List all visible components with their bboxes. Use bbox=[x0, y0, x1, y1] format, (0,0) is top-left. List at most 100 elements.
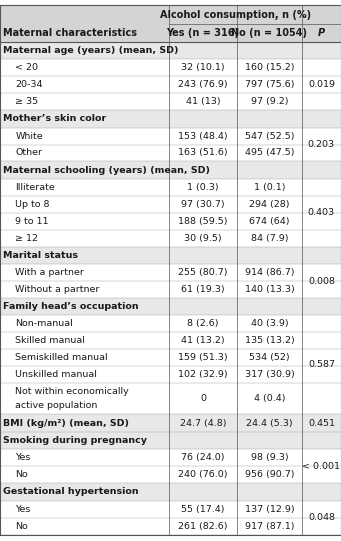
Text: 797 (75.6): 797 (75.6) bbox=[244, 80, 294, 89]
Bar bbox=[0, 349, 341, 366]
Text: 159 (51.3): 159 (51.3) bbox=[178, 353, 228, 362]
Text: Semiskilled manual: Semiskilled manual bbox=[15, 353, 108, 362]
Bar bbox=[0, 179, 341, 196]
Bar bbox=[0, 332, 341, 349]
Text: 41 (13.2): 41 (13.2) bbox=[181, 337, 225, 345]
Text: Maternal age (years) (mean, SD): Maternal age (years) (mean, SD) bbox=[3, 46, 179, 55]
Text: 8 (2.6): 8 (2.6) bbox=[187, 319, 219, 328]
Text: BMI (kg/m²) (mean, SD): BMI (kg/m²) (mean, SD) bbox=[3, 419, 130, 427]
Text: 240 (76.0): 240 (76.0) bbox=[178, 470, 228, 479]
Text: Yes: Yes bbox=[15, 453, 31, 463]
Bar bbox=[0, 76, 341, 93]
Text: active population: active population bbox=[15, 401, 98, 410]
Text: Yes: Yes bbox=[15, 505, 31, 513]
Text: 55 (17.4): 55 (17.4) bbox=[181, 505, 225, 513]
Bar bbox=[0, 298, 341, 315]
Bar bbox=[0, 196, 341, 213]
Text: White: White bbox=[15, 131, 43, 141]
Text: 61 (19.3): 61 (19.3) bbox=[181, 285, 225, 294]
Text: 914 (86.7): 914 (86.7) bbox=[244, 268, 294, 277]
Bar bbox=[0, 110, 341, 128]
Text: Unskilled manual: Unskilled manual bbox=[15, 370, 97, 379]
Text: 0.019: 0.019 bbox=[308, 80, 335, 89]
Text: Marital status: Marital status bbox=[3, 251, 78, 260]
Bar bbox=[0, 432, 341, 450]
Bar bbox=[0, 93, 341, 110]
Text: Up to 8: Up to 8 bbox=[15, 200, 50, 209]
Text: 163 (51.6): 163 (51.6) bbox=[178, 148, 228, 157]
Bar bbox=[0, 264, 341, 281]
Text: 956 (90.7): 956 (90.7) bbox=[244, 470, 294, 479]
Text: No: No bbox=[15, 470, 28, 479]
Text: 135 (13.2): 135 (13.2) bbox=[244, 337, 294, 345]
Text: Not within economically: Not within economically bbox=[15, 387, 129, 396]
Bar bbox=[0, 161, 341, 179]
Text: 32 (10.1): 32 (10.1) bbox=[181, 63, 225, 72]
Text: P: P bbox=[318, 28, 325, 38]
Bar bbox=[0, 383, 341, 414]
Text: 97 (9.2): 97 (9.2) bbox=[251, 97, 288, 106]
Text: 30 (9.5): 30 (9.5) bbox=[184, 234, 222, 242]
Text: 0.008: 0.008 bbox=[308, 276, 335, 286]
Text: Skilled manual: Skilled manual bbox=[15, 337, 85, 345]
Bar bbox=[0, 281, 341, 298]
Text: Maternal characteristics: Maternal characteristics bbox=[3, 28, 137, 38]
Text: Family head’s occupation: Family head’s occupation bbox=[3, 302, 139, 311]
Text: 98 (9.3): 98 (9.3) bbox=[251, 453, 288, 463]
Text: No: No bbox=[15, 522, 28, 531]
Text: 41 (13): 41 (13) bbox=[186, 97, 220, 106]
Text: 0: 0 bbox=[200, 394, 206, 403]
Bar bbox=[0, 366, 341, 383]
Text: 40 (3.9): 40 (3.9) bbox=[251, 319, 288, 328]
Text: 0.451: 0.451 bbox=[308, 419, 335, 427]
Text: 24.4 (5.3): 24.4 (5.3) bbox=[246, 419, 293, 427]
Text: 0.048: 0.048 bbox=[308, 513, 335, 522]
Text: Maternal schooling (years) (mean, SD): Maternal schooling (years) (mean, SD) bbox=[3, 166, 210, 175]
Text: 674 (64): 674 (64) bbox=[249, 217, 290, 226]
Text: 20-34: 20-34 bbox=[15, 80, 43, 89]
Text: ≥ 12: ≥ 12 bbox=[15, 234, 38, 242]
Text: Gestational hypertension: Gestational hypertension bbox=[3, 487, 139, 497]
Text: 97 (30.7): 97 (30.7) bbox=[181, 200, 225, 209]
Bar bbox=[0, 230, 341, 247]
Text: 261 (82.6): 261 (82.6) bbox=[178, 522, 228, 531]
Text: 160 (15.2): 160 (15.2) bbox=[244, 63, 294, 72]
Text: 4 (0.4): 4 (0.4) bbox=[254, 394, 285, 403]
Text: < 20: < 20 bbox=[15, 63, 38, 72]
Text: 294 (28): 294 (28) bbox=[249, 200, 290, 209]
Bar bbox=[0, 450, 341, 466]
Bar bbox=[0, 501, 341, 518]
Bar bbox=[0, 247, 341, 264]
Text: 0.587: 0.587 bbox=[308, 360, 335, 370]
Text: 137 (12.9): 137 (12.9) bbox=[244, 505, 294, 513]
Text: 534 (52): 534 (52) bbox=[249, 353, 290, 362]
Bar bbox=[0, 42, 341, 60]
Bar bbox=[0, 128, 341, 144]
Text: With a partner: With a partner bbox=[15, 268, 84, 277]
Text: 76 (24.0): 76 (24.0) bbox=[181, 453, 225, 463]
Bar bbox=[0, 466, 341, 483]
Text: 547 (52.5): 547 (52.5) bbox=[244, 131, 294, 141]
Text: 24.7 (4.8): 24.7 (4.8) bbox=[180, 419, 226, 427]
Bar bbox=[0, 213, 341, 230]
Bar bbox=[0, 5, 341, 24]
Bar bbox=[0, 414, 341, 432]
Text: Illiterate: Illiterate bbox=[15, 183, 55, 192]
Text: No (n = 1054): No (n = 1054) bbox=[232, 28, 307, 38]
Text: 140 (13.3): 140 (13.3) bbox=[244, 285, 294, 294]
Bar bbox=[0, 483, 341, 501]
Text: 1 (0.1): 1 (0.1) bbox=[254, 183, 285, 192]
Text: Yes (n = 316): Yes (n = 316) bbox=[166, 28, 239, 38]
Text: 0.203: 0.203 bbox=[308, 140, 335, 149]
Text: 102 (32.9): 102 (32.9) bbox=[178, 370, 228, 379]
Text: Other: Other bbox=[15, 148, 42, 157]
Text: 188 (59.5): 188 (59.5) bbox=[178, 217, 228, 226]
Text: 1 (0.3): 1 (0.3) bbox=[187, 183, 219, 192]
Text: Smoking during pregnancy: Smoking during pregnancy bbox=[3, 436, 147, 445]
Text: Non-manual: Non-manual bbox=[15, 319, 73, 328]
Bar bbox=[0, 24, 341, 42]
Text: < 0.001: < 0.001 bbox=[302, 462, 340, 471]
Text: 9 to 11: 9 to 11 bbox=[15, 217, 49, 226]
Text: 153 (48.4): 153 (48.4) bbox=[178, 131, 228, 141]
Bar bbox=[0, 60, 341, 76]
